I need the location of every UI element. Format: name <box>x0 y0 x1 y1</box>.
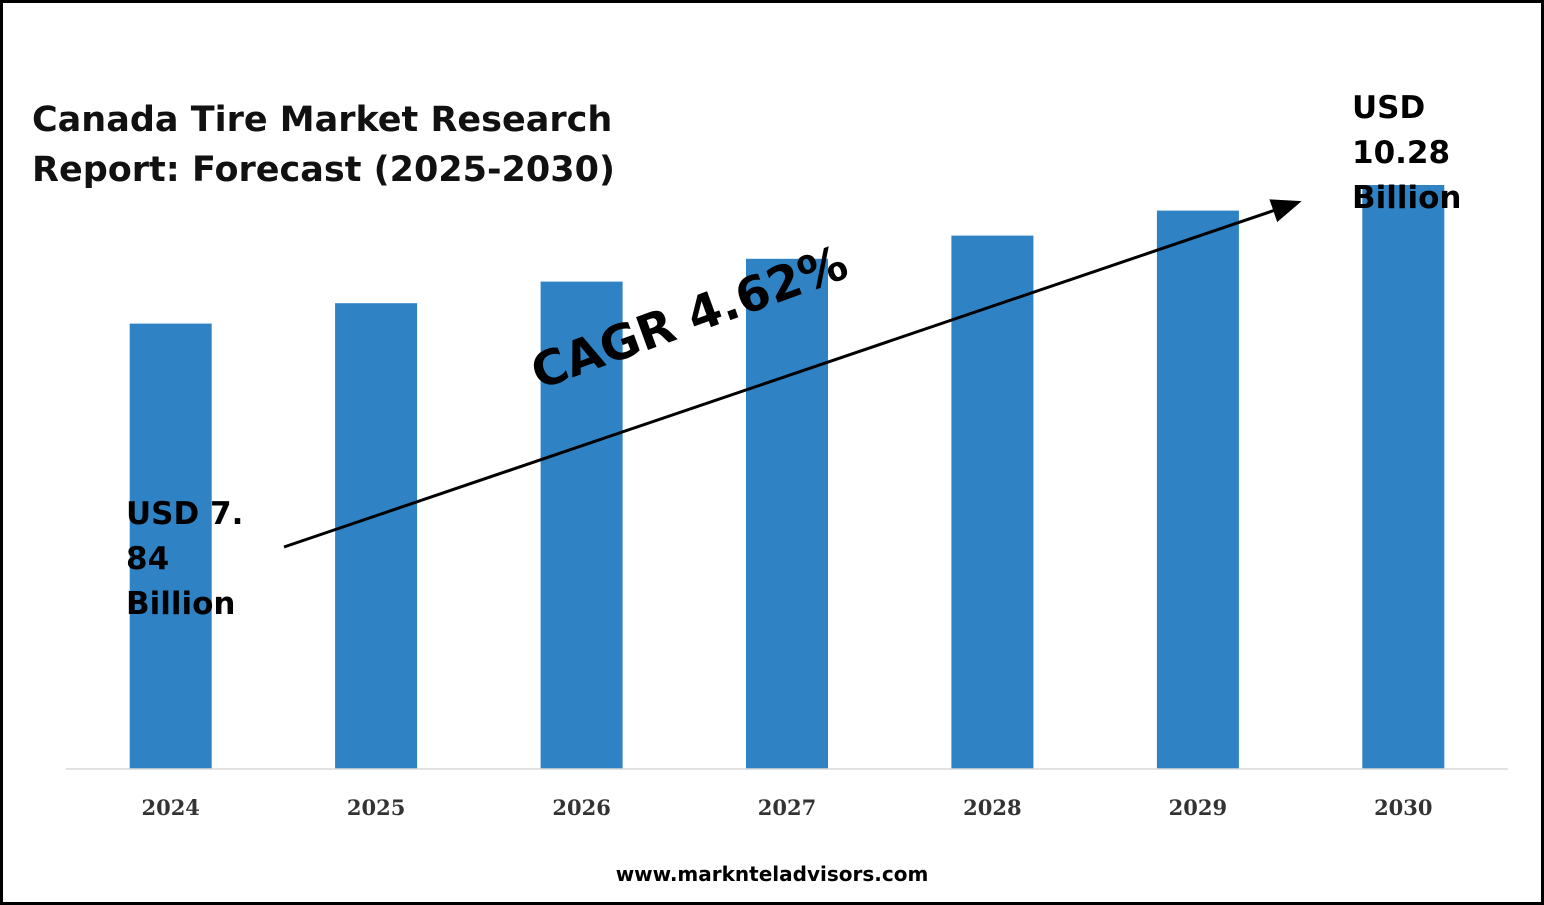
cagr-arrow <box>283 199 1302 549</box>
end-value-label: USD 10.28 Billion <box>1352 90 1462 216</box>
x-tick-label-2027: 2027 <box>758 795 816 820</box>
bar-2027 <box>746 258 828 769</box>
x-tick-label-2030: 2030 <box>1374 795 1432 820</box>
bar-2030 <box>1362 185 1445 769</box>
bars-group <box>129 185 1445 770</box>
bar-2024 <box>129 323 212 769</box>
x-tick-label-2029: 2029 <box>1169 795 1227 820</box>
start-value-label: USD 7. 84 Billion <box>126 496 244 622</box>
x-tick-label-2028: 2028 <box>963 795 1021 820</box>
x-tick-label-2024: 2024 <box>141 795 199 820</box>
x-tick-label-2025: 2025 <box>347 795 405 820</box>
bar-2028 <box>951 235 1034 770</box>
bar-2029 <box>1156 210 1239 770</box>
x-tick-labels: 2024 2025 2026 2027 2028 2029 2030 <box>141 795 1432 820</box>
x-tick-label-2026: 2026 <box>552 795 610 820</box>
chart-title: Canada Tire Market Research Report: Fore… <box>32 100 615 190</box>
bar-2025 <box>335 303 418 769</box>
website-footer: www.marknteladvisors.com <box>615 862 929 886</box>
bar-2026 <box>540 281 623 769</box>
